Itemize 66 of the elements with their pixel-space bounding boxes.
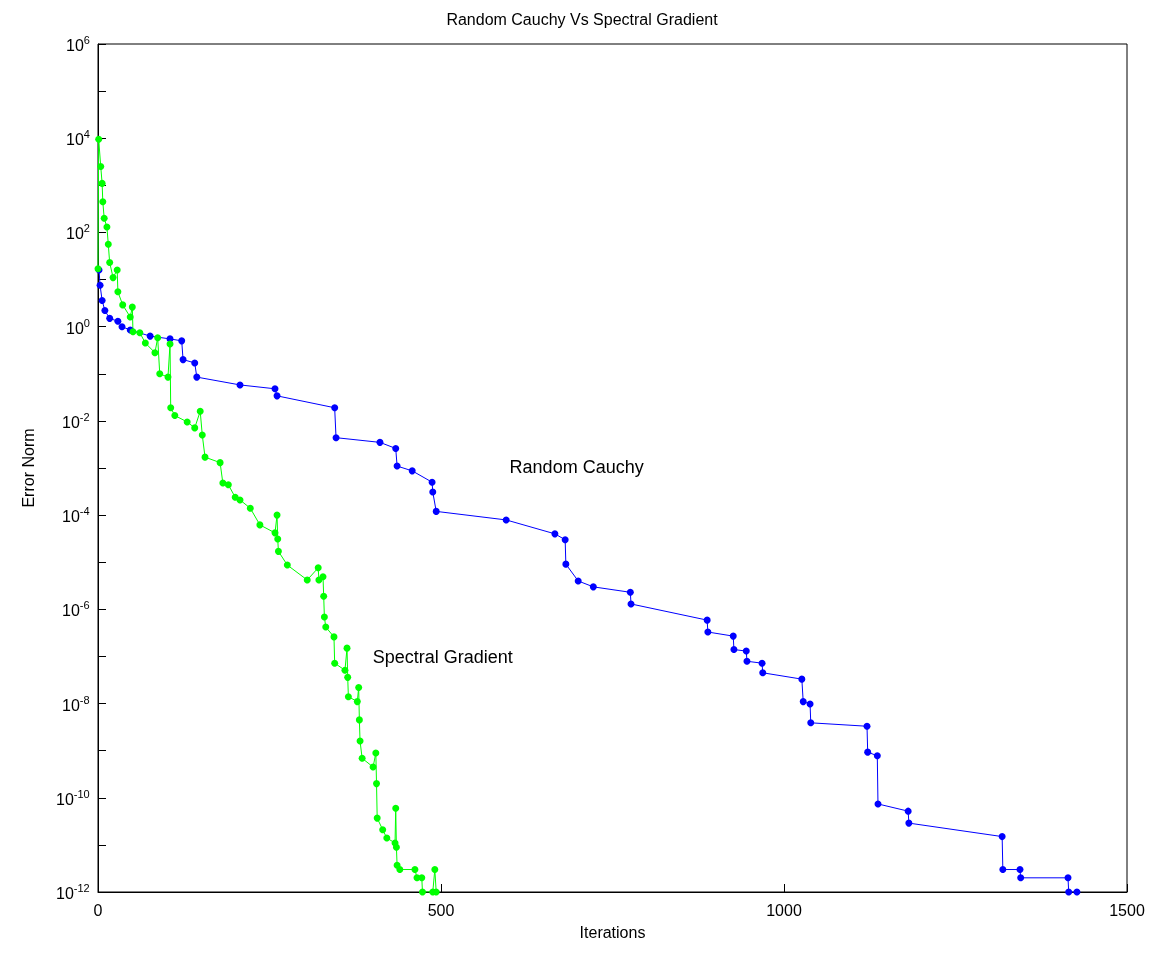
point <box>574 577 582 585</box>
point <box>864 748 872 756</box>
point <box>561 536 569 544</box>
point <box>146 332 154 340</box>
point <box>798 675 806 683</box>
point <box>179 356 187 364</box>
point <box>332 434 340 442</box>
point <box>432 507 440 515</box>
text: Random Cauchy <box>509 457 644 477</box>
point <box>376 438 384 446</box>
y-tick-label: 10$^{-12}$ <box>56 882 90 902</box>
x-tick-label: 1000 <box>766 901 802 919</box>
point <box>114 317 122 325</box>
y-tick-label: 10$^{4}$ <box>66 128 90 149</box>
y-tick-label: 10$^{-6}$ <box>62 599 90 620</box>
y-tick-label: 10$^{-4}$ <box>62 505 90 526</box>
y-tick-label: 10$^{-10}$ <box>56 787 90 808</box>
point <box>429 488 437 496</box>
point <box>392 444 400 452</box>
y-tick-label: 10$^{0}$ <box>66 316 90 337</box>
point <box>271 385 279 393</box>
series-label: Spectral Gradient <box>372 646 513 667</box>
point <box>589 583 597 591</box>
y-axis-title: Error Norm <box>19 428 37 508</box>
point <box>759 669 767 677</box>
x-tick-label: 0 <box>93 901 103 919</box>
point <box>742 647 750 655</box>
point <box>118 323 126 331</box>
point <box>562 560 570 568</box>
point <box>863 722 871 730</box>
point <box>626 588 634 596</box>
point <box>502 516 510 524</box>
point <box>758 659 766 667</box>
point <box>408 467 416 475</box>
y-tick-label: 10$^{2}$ <box>66 222 90 243</box>
point <box>873 752 881 760</box>
y-tick-label: 10$^{-2}$ <box>62 410 90 431</box>
point <box>729 632 737 640</box>
x-tick-label: 1500 <box>1109 901 1145 919</box>
point <box>1016 866 1024 874</box>
point <box>1017 874 1025 882</box>
point <box>998 833 1006 841</box>
point <box>799 698 807 706</box>
x-tick-label: 500 <box>427 901 455 919</box>
point <box>96 281 104 289</box>
point <box>1065 888 1073 896</box>
point <box>178 337 186 345</box>
point <box>905 819 913 827</box>
x-axis-title: Iterations <box>579 923 646 941</box>
point <box>904 807 912 815</box>
point <box>999 866 1007 874</box>
point <box>703 616 711 624</box>
point <box>193 373 201 381</box>
point <box>191 359 199 367</box>
point <box>101 307 109 315</box>
point <box>331 404 339 412</box>
point <box>807 719 815 727</box>
y-tick-label: 10$^{-8}$ <box>62 693 90 714</box>
point <box>98 296 106 304</box>
point <box>551 530 559 538</box>
point <box>428 478 436 486</box>
point <box>730 646 738 654</box>
y-tick-label: 10$^{6}$ <box>66 34 90 54</box>
point <box>743 657 751 665</box>
chart-title: Random Cauchy Vs Spectral Gradient <box>446 10 719 28</box>
point <box>106 314 114 322</box>
